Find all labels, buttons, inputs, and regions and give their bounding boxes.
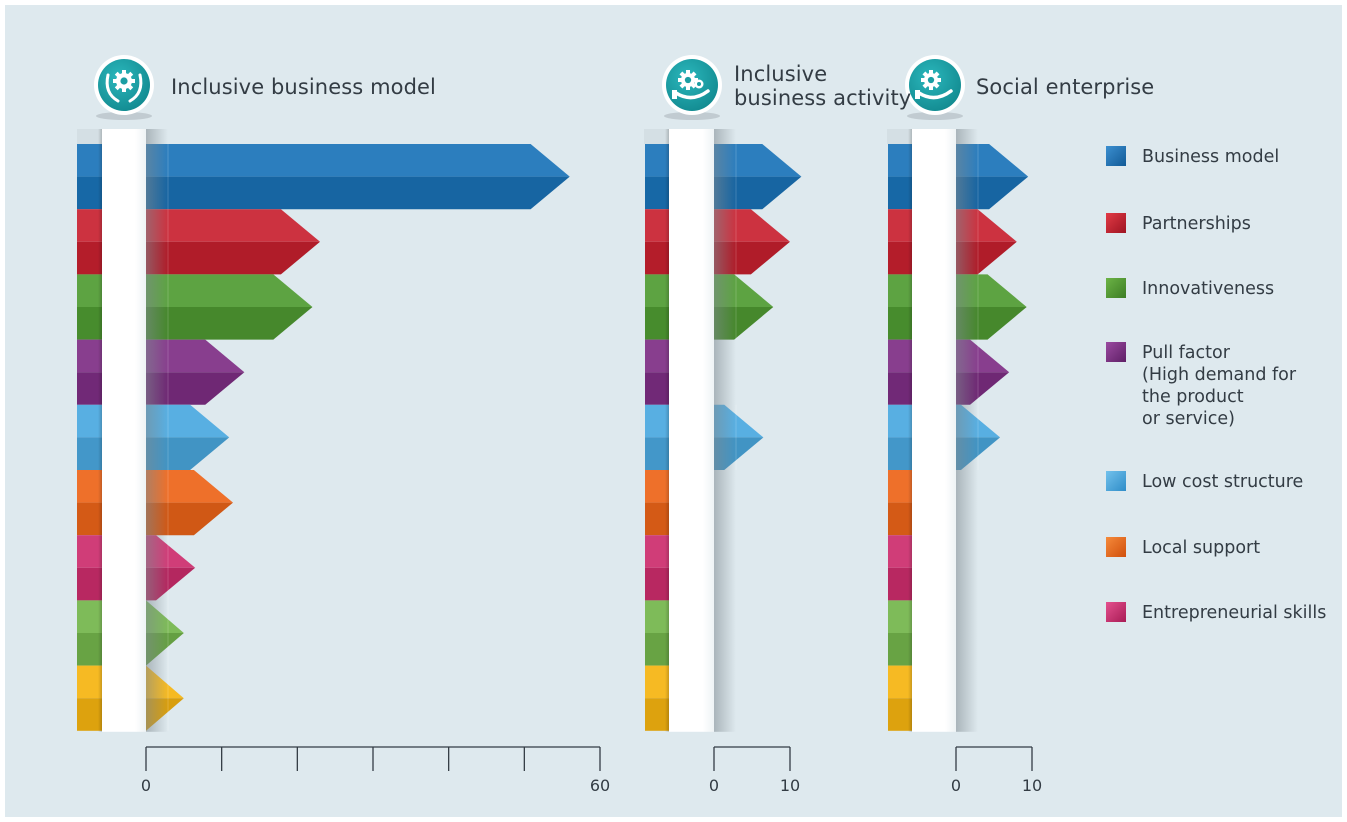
legend-label-line: Pull factor bbox=[1142, 343, 1230, 363]
legend-swatch bbox=[1106, 213, 1126, 233]
icon-shadow bbox=[664, 112, 720, 120]
bar bbox=[146, 176, 570, 210]
chart-panel-3: 0 10 bbox=[887, 55, 1042, 795]
panel-title-line: business activity bbox=[734, 86, 912, 110]
legend-label-line: the product bbox=[1142, 387, 1244, 407]
bar-stub bbox=[77, 209, 102, 242]
bar bbox=[146, 339, 245, 373]
bar-stub bbox=[77, 241, 102, 275]
x-tick-label: 0 bbox=[951, 776, 961, 795]
bar-stub bbox=[77, 535, 102, 568]
gear-tooth bbox=[929, 70, 933, 75]
hand-heart-gear-icon bbox=[905, 55, 965, 120]
gear-tooth bbox=[929, 85, 933, 90]
column-shadow bbox=[714, 129, 736, 732]
bar-stub bbox=[77, 437, 102, 470]
gear-tooth bbox=[686, 70, 690, 75]
chart-canvas: 0 60 0 10 0 10 Inclusive business model Inclu… bbox=[5, 5, 1342, 817]
x-tick-label: 0 bbox=[141, 776, 151, 795]
hand-palm bbox=[917, 89, 953, 100]
panel-title-inclusive-business-model: Inclusive business model bbox=[171, 75, 436, 99]
gear-hole bbox=[120, 77, 128, 85]
bar bbox=[146, 372, 245, 405]
legend-label: Low cost structure bbox=[1142, 472, 1304, 492]
panel-title-text: Inclusive business model bbox=[171, 75, 436, 99]
bar bbox=[146, 209, 321, 242]
column-shadow bbox=[956, 129, 978, 732]
legend-label: Business model bbox=[1142, 147, 1280, 167]
legend-swatch bbox=[1106, 471, 1126, 491]
bar-stub bbox=[77, 176, 102, 210]
white-column bbox=[102, 129, 146, 732]
bar-stub bbox=[77, 502, 102, 536]
bar-stub bbox=[77, 274, 102, 307]
bar bbox=[146, 241, 321, 275]
bar-stub bbox=[77, 144, 102, 177]
bar-stub bbox=[77, 567, 102, 601]
column-cap bbox=[887, 129, 912, 144]
column-edge-shadow bbox=[908, 129, 912, 732]
legend-label: Entrepreneurial skills bbox=[1142, 603, 1327, 623]
chart-panel-2: 0 10 bbox=[644, 55, 802, 795]
panel-title-text: Social enterprise bbox=[976, 75, 1155, 99]
bar-stub bbox=[77, 600, 102, 633]
legend-swatch bbox=[1106, 537, 1126, 557]
gear-small-hole bbox=[697, 82, 701, 86]
hand-right bbox=[128, 73, 143, 103]
legend-label-line: (High demand for bbox=[1142, 365, 1297, 385]
bar-stub bbox=[77, 633, 102, 666]
bar bbox=[146, 274, 313, 307]
legend-label: Pull factor (High demand for the product… bbox=[1142, 342, 1332, 430]
chart-panel-1: 0 60 bbox=[77, 55, 610, 795]
gear-hole bbox=[927, 76, 935, 84]
bar bbox=[146, 307, 313, 340]
bar-stub bbox=[77, 665, 102, 699]
white-column bbox=[912, 129, 956, 732]
x-tick-label: 0 bbox=[709, 776, 719, 795]
hand-cuff bbox=[915, 90, 920, 99]
bar-stub bbox=[77, 698, 102, 731]
legend-swatch bbox=[1106, 278, 1126, 298]
hand-left bbox=[105, 73, 120, 103]
legend-swatch bbox=[1106, 146, 1126, 166]
white-column bbox=[669, 129, 714, 732]
legend-label: Partnerships bbox=[1142, 214, 1251, 234]
bar-stub bbox=[77, 372, 102, 405]
bar-stub bbox=[77, 339, 102, 373]
icon-shadow bbox=[907, 112, 963, 120]
legend-label: Innovativeness bbox=[1142, 279, 1275, 299]
panel-title-line: Inclusive bbox=[734, 62, 828, 86]
column-shadow bbox=[146, 129, 168, 732]
legend-swatch bbox=[1106, 342, 1126, 362]
column-cap bbox=[644, 129, 669, 144]
hand-cuff bbox=[672, 90, 677, 99]
hands-gear-icon bbox=[94, 55, 154, 120]
bar bbox=[146, 144, 570, 177]
bar-stub bbox=[77, 470, 102, 503]
x-tick-label: 10 bbox=[1022, 776, 1042, 795]
legend-label: Local support bbox=[1142, 538, 1261, 558]
gear-hole bbox=[684, 76, 692, 84]
gear-tooth bbox=[122, 87, 126, 92]
column-cap bbox=[77, 129, 102, 144]
bar-chart-svg: 0 60 0 10 0 10 bbox=[77, 55, 1042, 795]
bar-stub bbox=[77, 404, 102, 438]
legend-swatch bbox=[1106, 602, 1126, 622]
gear-tooth bbox=[686, 85, 690, 90]
hand-gears-icon bbox=[662, 55, 722, 120]
x-tick-label: 60 bbox=[590, 776, 610, 795]
bar-stub bbox=[77, 307, 102, 340]
gear-tooth bbox=[122, 70, 126, 75]
column-edge-shadow bbox=[98, 129, 102, 732]
panel-title-inclusive-business-activity: Inclusive business activity bbox=[734, 62, 911, 110]
hand-palm bbox=[674, 89, 710, 100]
legend-label-line: or service) bbox=[1142, 409, 1235, 429]
panel-title-social-enterprise: Social enterprise bbox=[976, 75, 1154, 99]
icon-shadow bbox=[96, 112, 152, 120]
x-tick-label: 10 bbox=[780, 776, 800, 795]
column-edge-shadow bbox=[665, 129, 669, 732]
